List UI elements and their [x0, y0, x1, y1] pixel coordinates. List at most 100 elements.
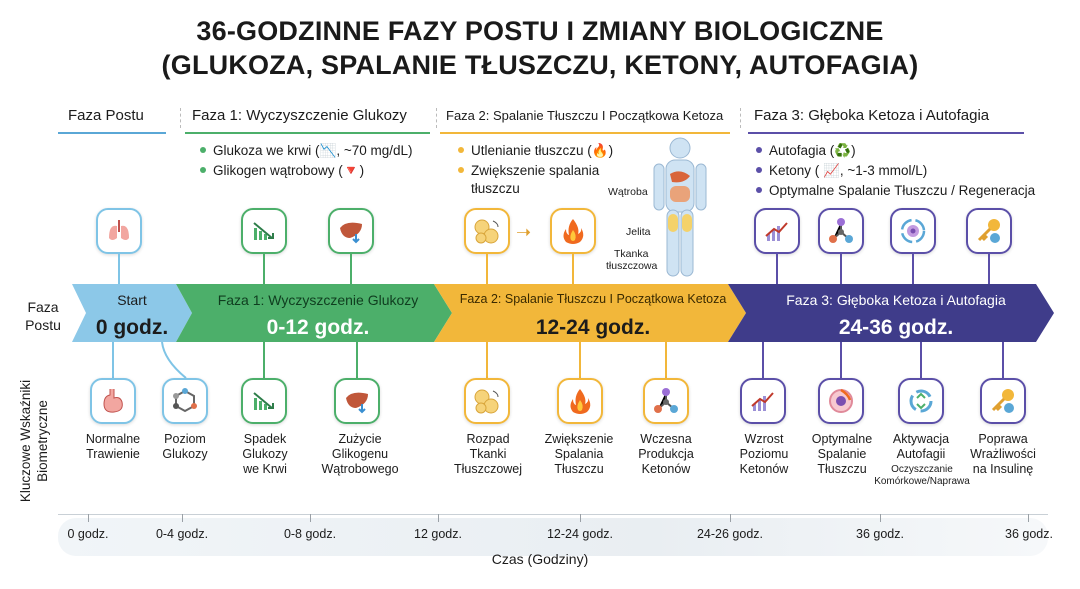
band-phase-1-time: 0-12 godz. — [266, 316, 370, 339]
recycle-icon — [898, 378, 944, 424]
title-line-2: (GLUKOZA, SPALANIE TŁUSZCZU, KETONY, AUT… — [161, 50, 919, 80]
stem-chart — [263, 254, 265, 284]
phase-1-underline — [185, 132, 430, 134]
liver-icon-2 — [334, 378, 380, 424]
time-axis-label: Czas (Godziny) — [491, 551, 589, 567]
stem-liver — [350, 254, 352, 284]
flame-icon-2 — [557, 378, 603, 424]
p2-bullet-1: Utlenianie tłuszczu (🔥) — [458, 142, 613, 160]
time-axis-band — [58, 518, 1048, 556]
stomach-icon — [90, 378, 136, 424]
fat-cells-icon-2 — [464, 378, 510, 424]
stem-chart-up — [776, 254, 778, 284]
tick-1 — [182, 514, 183, 522]
band-start-time: 0 godz. — [95, 316, 169, 339]
indicator-autophagy-note: Oczyszczanie Komórkowe/Naprawa — [874, 464, 970, 487]
band-phase-3-label: Faza 3: Głęboka Ketoza i Autofagia — [786, 292, 1006, 308]
stem-i10 — [920, 342, 922, 378]
tick-6 — [880, 514, 881, 522]
chart-down-icon-2 — [241, 378, 287, 424]
stem-i6 — [579, 342, 581, 378]
chart-up-icon-2 — [740, 378, 786, 424]
tick-label-2: 0-8 godz. — [283, 527, 337, 541]
indicator-insulin-sensitivity: Poprawa Wrażliwości na Insulinę — [970, 432, 1036, 476]
phase-0-underline — [58, 132, 166, 134]
stem-i8 — [762, 342, 764, 378]
indicator-fat-breakdown: Rozpad Tkanki Tłuszczowej — [453, 432, 523, 476]
phase-2-header: Faza 2: Spalanie Tłuszczu I Początkowa K… — [446, 108, 724, 123]
phase-3-header: Faza 3: Głęboka Ketoza i Autofagia — [754, 107, 990, 124]
band-phase-2-time: 12-24 godz. — [535, 316, 651, 339]
tick-label-6: 36 godz. — [856, 527, 904, 541]
gut-label: Jelita — [626, 226, 651, 238]
indicator-early-ketone-production: Wczesna Produkcja Ketonów — [638, 432, 694, 476]
tick-7 — [1028, 514, 1029, 522]
indicator-ketone-increase: Wzrost Poziomu Ketonów — [739, 432, 789, 476]
cell-burn-icon — [818, 378, 864, 424]
band-start-label: Start — [117, 292, 147, 308]
arrow-right-icon: ➝ — [516, 222, 532, 242]
indicator-normal-digestion: Normalne Trawienie — [85, 432, 141, 461]
band-phase-2-label: Faza 2: Spalanie Tłuszczu I Początkowa K… — [459, 292, 727, 306]
stem-fat — [486, 254, 488, 284]
side-label-indicators: Kluczowe Wskaźniki Biometryczne — [18, 379, 50, 503]
stem-i7 — [665, 342, 667, 378]
phase-3-underline — [748, 132, 1024, 134]
indicator-increased-fat-burning: Zwiększenie Spalania Tłuszczu — [544, 432, 614, 476]
phase-timeline-band — [72, 284, 1054, 342]
tick-2 — [310, 514, 311, 522]
divider-2 — [436, 108, 438, 128]
tick-label-3: 12 godz. — [414, 527, 462, 541]
human-body-illustration — [653, 137, 707, 277]
stem-i9 — [840, 342, 842, 378]
tick-label-1: 0-4 godz. — [155, 527, 209, 541]
cell-cycle-icon — [890, 208, 936, 254]
side-label-phase: Faza Postu — [25, 299, 61, 333]
time-axis-line — [58, 514, 1048, 515]
tick-label-4: 12-24 godz. — [546, 527, 614, 541]
p3-bullet-1: Autofagia (♻️) — [756, 142, 856, 160]
tick-label-5: 24-26 godz. — [696, 527, 764, 541]
key-icon-2 — [980, 378, 1026, 424]
tick-0 — [88, 514, 89, 522]
phase-0-header: Faza Postu — [68, 107, 144, 124]
tick-label-7: 36 godz. — [1005, 527, 1053, 541]
stem-key — [988, 254, 990, 284]
fat-label-1: Tkanka — [614, 248, 649, 260]
divider-3 — [740, 108, 742, 128]
p3-bullet-3: Optymalne Spalanie Tłuszczu / Regeneracj… — [756, 182, 1035, 200]
fat-cells-icon — [464, 208, 510, 254]
liver-icon — [328, 208, 374, 254]
stem-i5 — [486, 342, 488, 378]
tick-3 — [438, 514, 439, 522]
divider-1 — [180, 108, 182, 128]
liver-label: Wątroba — [608, 186, 648, 198]
p1-bullet-2: Glikogen wątrobowy (🔻) — [200, 162, 364, 180]
stem-flame — [572, 254, 574, 284]
stem-molecule — [840, 254, 842, 284]
p3-bullet-2: Ketony ( 📈, ~1-3 mmol/L) — [756, 162, 927, 180]
stem-lungs — [118, 254, 120, 284]
indicator-optimal-fat-burning: Optymalne Spalanie Tłuszczu — [811, 432, 873, 476]
indicator-glucose-level: Poziom Glukozy — [162, 432, 208, 461]
indicator-autophagy-activation: Aktywacja Autofagii — [892, 432, 950, 461]
tick-label-0: 0 godz. — [67, 527, 109, 541]
chart-down-icon — [241, 208, 287, 254]
indicator-blood-glucose-drop: Spadek Glukozy we Krwi — [242, 432, 288, 476]
stem-i4 — [356, 342, 358, 378]
p2-bullet-2: Zwiększenie spalania — [458, 162, 599, 180]
glucose-molecule-icon — [162, 378, 208, 424]
lungs-icon — [96, 208, 142, 254]
indicator-liver-glycogen-use: Zużycie Glikogenu Wątrobowego — [321, 432, 399, 476]
p1-bullet-1: Glukoza we krwi (📉, ~70 mg/dL) — [200, 142, 413, 160]
stem-cell — [912, 254, 914, 284]
stem-i1 — [112, 342, 114, 378]
band-phase-3-time: 24-36 godz. — [838, 316, 954, 339]
chart-up-icon — [754, 208, 800, 254]
title-line-1: 36-GODZINNE FAZY POSTU I ZMIANY BIOLOGIC… — [196, 16, 884, 46]
connector-i2 — [161, 342, 187, 378]
tick-4 — [580, 514, 581, 522]
band-phase-1-label: Faza 1: Wyczyszczenie Glukozy — [217, 292, 419, 308]
flame-icon — [550, 208, 596, 254]
key-icon — [966, 208, 1012, 254]
